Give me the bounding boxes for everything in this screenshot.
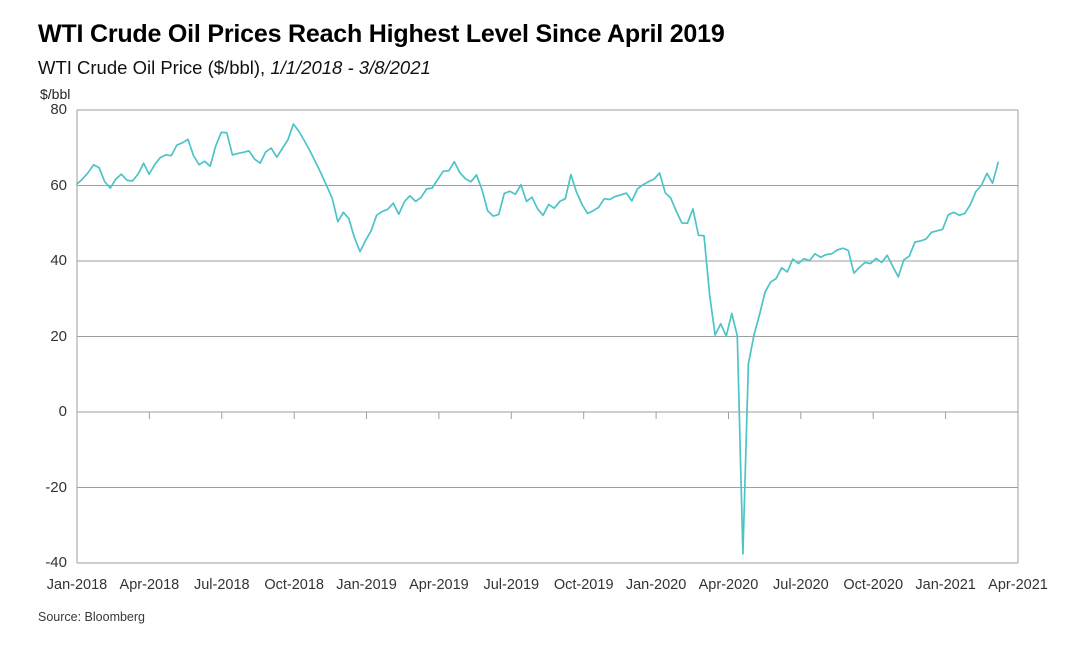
x-tick-label: Jul-2020 bbox=[773, 577, 829, 593]
x-tick-label: Apr-2021 bbox=[988, 577, 1048, 593]
chart-title: WTI Crude Oil Prices Reach Highest Level… bbox=[38, 20, 725, 48]
x-tick-label: Jan-2020 bbox=[625, 577, 687, 593]
price-line-series bbox=[76, 123, 999, 555]
y-tick-label: 80 bbox=[50, 101, 67, 118]
x-tick-label: Apr-2020 bbox=[698, 577, 759, 593]
chart-subtitle-text: WTI Crude Oil Price ($/bbl), bbox=[38, 57, 266, 78]
source-note: Source: Bloomberg bbox=[38, 610, 146, 624]
x-tick-label: Jul-2018 bbox=[193, 577, 250, 593]
y-tick-label: 60 bbox=[50, 176, 67, 194]
y-tick-label: -20 bbox=[45, 478, 67, 496]
x-tick-label: Jul-2019 bbox=[483, 577, 540, 593]
x-tick-label: Jan-2021 bbox=[915, 577, 976, 593]
x-tick-label: Apr-2019 bbox=[409, 577, 469, 593]
x-tick-label: Apr-2018 bbox=[119, 577, 180, 593]
chart-subtitle-date-range: 1/1/2018 - 3/8/2021 bbox=[270, 57, 431, 78]
y-tick-label: 40 bbox=[50, 252, 67, 269]
y-axis-unit-label: $/bbl bbox=[40, 86, 71, 102]
x-tick-label: Oct-2018 bbox=[264, 577, 324, 593]
x-tick-label: Jan-2018 bbox=[46, 577, 108, 593]
x-tick-label: Jan-2019 bbox=[336, 577, 397, 593]
x-tick-label: Oct-2019 bbox=[553, 577, 614, 593]
y-tick-label: 20 bbox=[50, 327, 67, 345]
y-tick-label: 0 bbox=[58, 403, 67, 420]
y-tick-label: -40 bbox=[45, 554, 67, 571]
x-tick-label: Oct-2020 bbox=[843, 577, 904, 593]
chart-subtitle: WTI Crude Oil Price ($/bbl), 1/1/2018 - … bbox=[38, 57, 431, 79]
